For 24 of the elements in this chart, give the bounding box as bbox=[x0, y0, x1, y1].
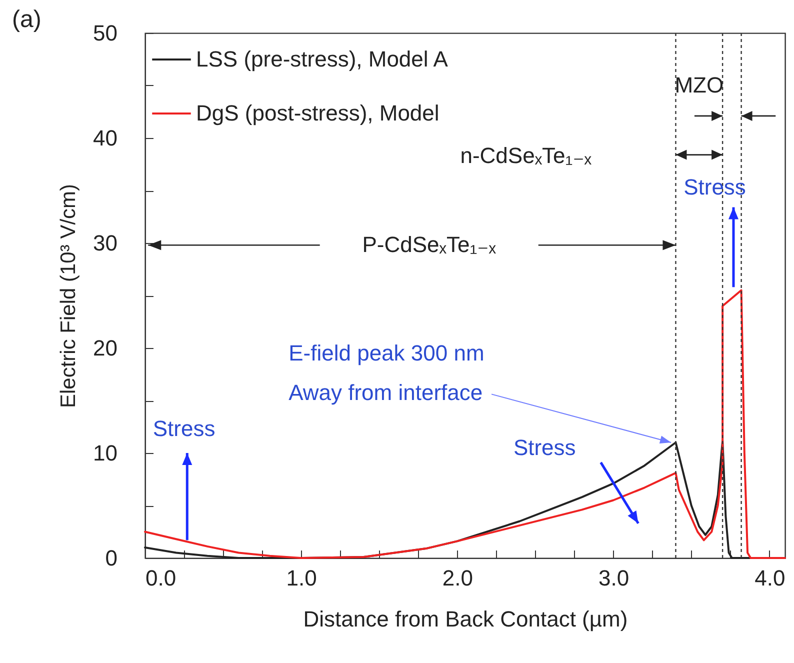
chart-title: (a) bbox=[12, 6, 42, 34]
x-tick-label: 2.0 bbox=[442, 566, 473, 590]
annotation: Stress bbox=[152, 416, 216, 441]
x-tick-label: 3.0 bbox=[598, 566, 630, 590]
x-tick-label: 1.0 bbox=[286, 566, 317, 590]
y-tick-label: 40 bbox=[93, 126, 118, 150]
annotation: Stress bbox=[513, 434, 576, 460]
y-tick-label: 50 bbox=[93, 20, 118, 46]
annotation: n-CdSeₓTe₁₋ₓ bbox=[460, 142, 592, 168]
x-tick-label: 0.0 bbox=[146, 566, 176, 590]
annotation: P-CdSeₓTe₁₋ₓ bbox=[362, 232, 497, 258]
legend-label: DgS (post-stress), Model bbox=[196, 100, 440, 126]
y-tick-label: 30 bbox=[93, 230, 118, 256]
legend-label: LSS (pre-stress), Model A bbox=[196, 46, 448, 72]
x-axis-title: Distance from Back Contact (µm) bbox=[303, 606, 628, 632]
y-axis-title: Electric Field (10³ V/cm) bbox=[57, 184, 80, 408]
y-tick-label: 20 bbox=[93, 336, 118, 360]
annotation: Stress bbox=[684, 174, 746, 200]
annotation: MZO bbox=[674, 72, 724, 98]
x-tick-label: 4.0 bbox=[754, 566, 786, 590]
y-tick-label: 0 bbox=[105, 546, 118, 570]
annotation: E-field peak 300 nm bbox=[288, 340, 484, 366]
annotation: Away from interface bbox=[288, 380, 483, 406]
y-tick-label: 10 bbox=[93, 440, 118, 466]
